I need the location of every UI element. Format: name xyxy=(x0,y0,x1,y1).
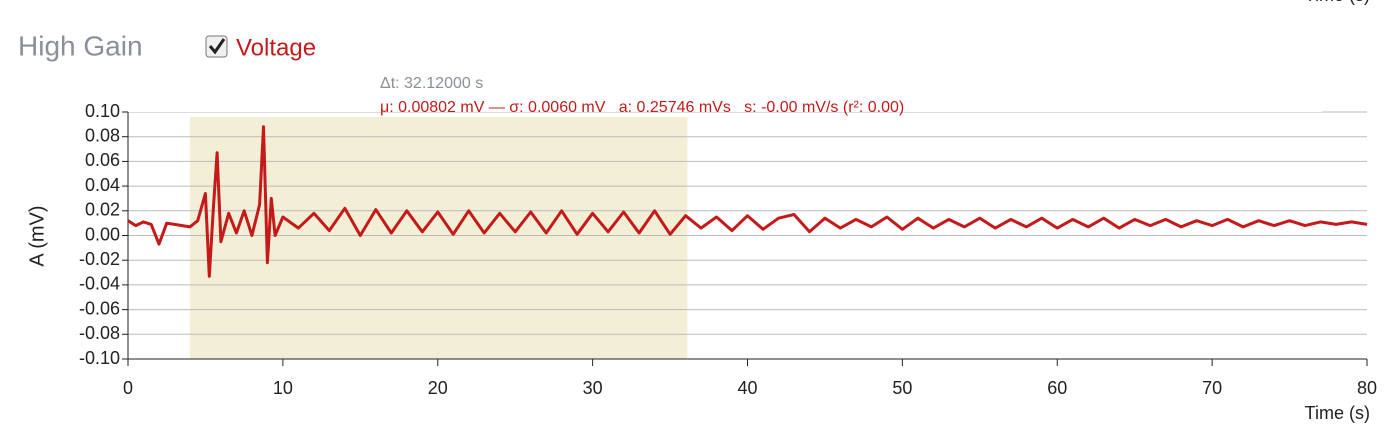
legend-label: Voltage xyxy=(236,34,316,61)
annotation-stats: μ: 0.00802 mV — σ: 0.0060 mV a: 0.25746 … xyxy=(380,99,904,116)
x-tick-label: 40 xyxy=(737,378,757,398)
y-tick-label: -0.06 xyxy=(79,298,120,318)
annotation-box xyxy=(128,73,1322,112)
x-tick-label: 60 xyxy=(1047,378,1067,398)
x-tick-label: 20 xyxy=(428,378,448,398)
y-tick-label: -0.08 xyxy=(79,323,120,343)
y-tick-label: 0.04 xyxy=(85,175,120,195)
y-tick-label: 0.02 xyxy=(85,200,120,220)
annotation-delta: Δt: 32.12000 s xyxy=(380,75,483,92)
y-tick-label: -0.04 xyxy=(79,274,120,294)
x-tick-label: 50 xyxy=(892,378,912,398)
x-tick-label: 80 xyxy=(1357,378,1377,398)
x-tick-label: 10 xyxy=(273,378,293,398)
y-tick-label: -0.10 xyxy=(79,348,120,368)
x-tick-label: 70 xyxy=(1202,378,1222,398)
x-axis-label: Time (s) xyxy=(1305,403,1370,423)
y-tick-label: 0.10 xyxy=(85,101,120,121)
data-line xyxy=(127,125,1368,278)
legend-checkbox[interactable] xyxy=(205,35,228,58)
x-axis-label-top: Time (s) xyxy=(1305,0,1370,5)
x-tick-label: 30 xyxy=(583,378,603,398)
y-tick-label: -0.02 xyxy=(79,249,120,269)
checkbox-check[interactable] xyxy=(208,38,226,55)
selection-region xyxy=(189,117,688,359)
chart-title: High Gain xyxy=(18,30,143,61)
y-tick-label: 0.06 xyxy=(85,150,120,170)
x-tick-label: 0 xyxy=(123,378,133,398)
y-axis-label: A (mV) xyxy=(26,205,48,266)
y-tick-label: 0.00 xyxy=(85,224,120,244)
y-tick-label: 0.08 xyxy=(85,125,120,145)
